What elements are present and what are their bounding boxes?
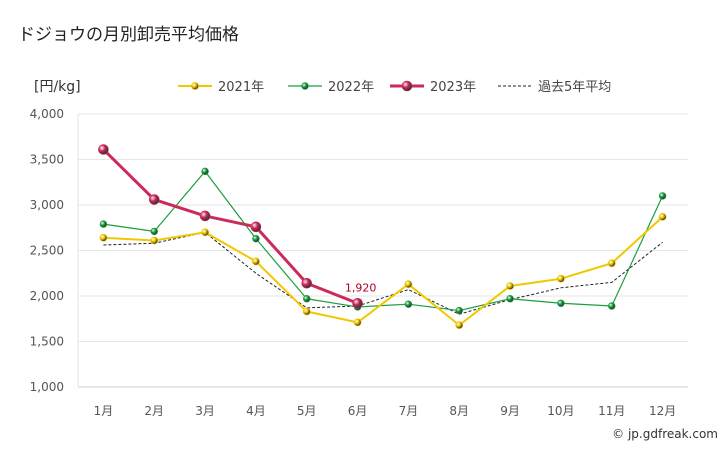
legend-label: 過去5年平均 bbox=[538, 80, 611, 95]
x-tick-label: 9月 bbox=[500, 404, 520, 418]
x-tick-label: 8月 bbox=[449, 404, 469, 418]
legend-label: 2023年 bbox=[430, 80, 476, 95]
data-point-2022年 bbox=[252, 234, 260, 243]
y-axis-unit-label: [円/kg] bbox=[34, 79, 81, 95]
series-line-2021年 bbox=[103, 216, 664, 327]
x-tick-label: 12月 bbox=[649, 404, 676, 418]
data-point-2023年 bbox=[98, 144, 109, 155]
series-line-2023年 bbox=[102, 148, 359, 305]
x-tick-label: 4月 bbox=[246, 404, 266, 418]
data-point-2021年 bbox=[607, 259, 616, 268]
x-tick-label: 6月 bbox=[348, 404, 368, 418]
data-point-2021年 bbox=[252, 257, 260, 266]
y-tick-label: 4,000 bbox=[30, 107, 64, 121]
data-point-2021年 bbox=[201, 228, 209, 237]
data-point-2022年 bbox=[557, 299, 565, 307]
x-tick-label: 11月 bbox=[598, 404, 625, 418]
data-point-2022年 bbox=[150, 227, 158, 236]
x-tick-label: 3月 bbox=[195, 404, 215, 418]
y-tick-label: 2,000 bbox=[30, 289, 64, 303]
data-point-2022年 bbox=[404, 300, 413, 308]
data-point-2022年 bbox=[658, 192, 667, 200]
data-point-2021年 bbox=[99, 233, 108, 242]
data-point-2022年 bbox=[455, 306, 463, 315]
data-point-2021年 bbox=[557, 274, 565, 283]
data-point-2021年 bbox=[658, 212, 667, 221]
legend-marker-2023年 bbox=[401, 80, 413, 92]
legend-label: 2021年 bbox=[218, 80, 264, 95]
data-point-2022年 bbox=[303, 295, 311, 303]
legend-marker-2021年 bbox=[191, 82, 199, 90]
source-credit: © jp.gdfreak.com bbox=[612, 427, 718, 441]
data-label: 1,920 bbox=[345, 281, 377, 294]
data-point-2021年 bbox=[404, 280, 413, 289]
data-point-2023年 bbox=[352, 297, 363, 309]
y-tick-label: 3,500 bbox=[30, 153, 64, 167]
y-tick-label: 1,500 bbox=[30, 335, 64, 349]
series-line-2022年 bbox=[103, 170, 664, 312]
legend-label: 2022年 bbox=[328, 80, 374, 95]
x-tick-label: 2月 bbox=[144, 404, 164, 418]
y-tick-label: 3,000 bbox=[30, 198, 64, 212]
data-point-2021年 bbox=[353, 318, 362, 327]
data-point-2021年 bbox=[302, 307, 311, 316]
data-point-2021年 bbox=[506, 282, 514, 290]
data-point-2023年 bbox=[199, 210, 211, 222]
x-tick-label: 1月 bbox=[94, 404, 114, 418]
data-point-2021年 bbox=[150, 236, 159, 245]
data-point-2022年 bbox=[506, 295, 514, 303]
chart-title: ドジョウの月別卸売平均価格 bbox=[18, 25, 239, 45]
series-line-過去5年平均 bbox=[103, 231, 663, 315]
x-tick-label: 5月 bbox=[297, 404, 317, 418]
x-tick-label: 7月 bbox=[399, 404, 419, 418]
data-point-2023年 bbox=[148, 194, 160, 205]
y-tick-label: 1,000 bbox=[30, 380, 64, 394]
data-point-2023年 bbox=[301, 277, 313, 289]
y-tick-label: 2,500 bbox=[30, 244, 64, 258]
legend-marker-2022年 bbox=[301, 82, 309, 90]
data-point-2022年 bbox=[201, 167, 209, 176]
x-tick-label: 10月 bbox=[547, 404, 574, 418]
data-point-2022年 bbox=[99, 220, 108, 228]
data-point-2021年 bbox=[455, 321, 464, 330]
data-point-2023年 bbox=[250, 221, 262, 233]
data-point-2022年 bbox=[608, 302, 616, 310]
